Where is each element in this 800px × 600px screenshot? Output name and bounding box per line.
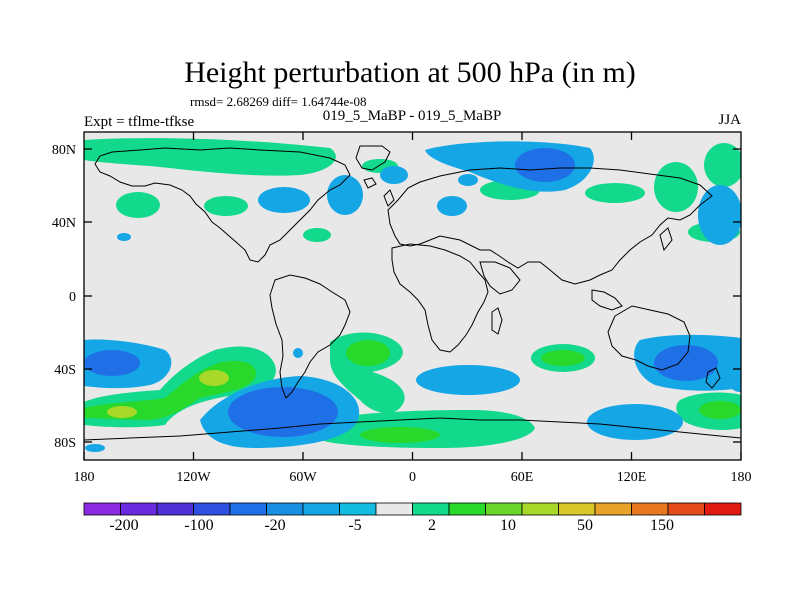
colorbar-swatch-16 xyxy=(667,502,705,516)
y-tick-label-0: 0 xyxy=(69,290,76,305)
contour-siberia-cyan-small xyxy=(458,174,478,186)
y-tick-label-80s: 80S xyxy=(54,436,76,451)
x-tick-label-120e: 120E xyxy=(617,470,647,485)
colorbar-swatch-6 xyxy=(302,502,340,516)
colorbar-label-minus-100: -100 xyxy=(184,517,213,534)
contour-pacific-green xyxy=(585,183,645,203)
x-tick-label-180w: 180 xyxy=(74,470,95,485)
case-label: 019_5_MaBP - 019_5_MaBP xyxy=(323,108,502,124)
contour-sh-yellow-1 xyxy=(107,406,137,418)
coastline-south-america xyxy=(269,274,351,399)
contour-europe-cyan xyxy=(380,166,408,184)
colorbar-swatch-17 xyxy=(704,502,742,516)
x-axis: 180 120W 60W 0 60E 120E 180 xyxy=(74,132,752,485)
contour-south-atlantic-cyan xyxy=(416,365,520,395)
x-tick-label-120w: 120W xyxy=(176,470,211,485)
contour-sh-green-right-inner xyxy=(699,401,741,419)
colorbar-swatch-9 xyxy=(412,502,450,516)
contour-sh-right-blue xyxy=(654,345,718,381)
contour-asia-cyan-small xyxy=(437,196,467,216)
contour-sh-bottom-right-cyan xyxy=(587,404,683,440)
colorbar xyxy=(83,502,742,516)
coastline-arabia xyxy=(479,261,521,295)
contour-arctic-green-right xyxy=(704,143,741,187)
contour-indian-ocean-inner xyxy=(541,350,585,366)
contour-nh-pacific-green xyxy=(84,138,336,176)
colorbar-swatch-4 xyxy=(229,502,267,516)
colorbar-swatch-11 xyxy=(485,502,523,516)
colorbar-swatch-14 xyxy=(594,502,632,516)
y-tick-label-40s: 40S xyxy=(54,363,76,378)
contour-pacific-cyan xyxy=(698,185,741,245)
contour-npacific-green-small xyxy=(116,192,160,218)
colorbar-label-minus-5: -5 xyxy=(348,517,361,534)
colorbar-swatch-15 xyxy=(631,502,669,516)
contour-canada-green xyxy=(204,196,248,216)
colorbar-label-10: 10 xyxy=(500,517,516,534)
coastline-antarctica xyxy=(84,417,741,441)
coastline-japan xyxy=(659,227,673,252)
colorbar-swatch-3 xyxy=(193,502,231,516)
coastline-new-zealand xyxy=(705,367,721,389)
y-tick-label-40n: 40N xyxy=(52,216,76,231)
chart-title: Height perturbation at 500 hPa (in m) xyxy=(184,56,636,89)
positive-contours xyxy=(84,138,741,448)
contour-sh-bottom-cyan-small xyxy=(730,376,741,392)
contour-nam-green-small xyxy=(303,228,331,242)
colorbar-swatch-12 xyxy=(521,502,559,516)
x-tick-label-180e: 180 xyxy=(731,470,752,485)
x-tick-label-60w: 60W xyxy=(289,470,317,485)
x-tick-label-60e: 60E xyxy=(511,470,534,485)
colorbar-swatch-2 xyxy=(156,502,194,516)
colorbar-labels: -200 -100 -20 -5 2 10 50 150 xyxy=(109,517,674,534)
season-label: JJA xyxy=(718,112,741,128)
coastline-iceland xyxy=(363,177,377,189)
y-axis: 80N 40N 0 40S 80S xyxy=(52,143,741,451)
coastline-north-america xyxy=(94,147,351,263)
colorbar-swatch-10 xyxy=(448,502,486,516)
colorbar-swatch-8 xyxy=(375,502,413,516)
coastline-eurasia xyxy=(387,167,713,285)
coastline-greenland xyxy=(355,145,391,171)
coastline-maritime-se-asia xyxy=(591,289,623,311)
colorbar-swatch-1 xyxy=(120,502,158,516)
colorbar-swatch-5 xyxy=(266,502,304,516)
contour-eurasia-cyan xyxy=(327,175,363,215)
coastline-africa xyxy=(391,243,489,353)
colorbar-label-minus-200: -200 xyxy=(109,517,138,534)
coastline-australia xyxy=(607,305,691,371)
experiment-label: Expt = tflme-tfkse xyxy=(84,114,194,130)
stats-label: rmsd= 2.68269 diff= 1.64744e-08 xyxy=(190,94,367,109)
contour-southern-ocean-inner xyxy=(360,427,440,443)
contour-southern-pacific-blue xyxy=(228,387,338,437)
contour-npac-cyan-small xyxy=(117,233,131,241)
contour-sh-left-blue xyxy=(84,350,140,376)
coastlines xyxy=(84,145,741,441)
contour-sa-cyan-small xyxy=(293,348,303,358)
colorbar-swatch-0 xyxy=(83,502,121,516)
coastline-madagascar xyxy=(491,307,503,335)
coastline-uk xyxy=(383,189,395,207)
colorbar-label-150: 150 xyxy=(650,517,674,534)
contour-south-atlantic-inner xyxy=(346,340,390,366)
contour-sh-cyan-under xyxy=(85,444,105,452)
contour-nam-cyan xyxy=(258,187,310,213)
plot-area xyxy=(84,132,741,460)
colorbar-swatch-7 xyxy=(339,502,377,516)
contour-npacific-green-right xyxy=(654,162,698,212)
contour-sh-yellow-2 xyxy=(199,370,229,386)
y-tick-label-80n: 80N xyxy=(52,143,76,158)
colorbar-label-50: 50 xyxy=(577,517,593,534)
colorbar-swatch-13 xyxy=(558,502,596,516)
colorbar-label-minus-20: -20 xyxy=(264,517,285,534)
colorbar-label-2: 2 xyxy=(428,517,436,534)
x-tick-label-0: 0 xyxy=(409,470,416,485)
contour-siberia-blue xyxy=(515,148,575,182)
